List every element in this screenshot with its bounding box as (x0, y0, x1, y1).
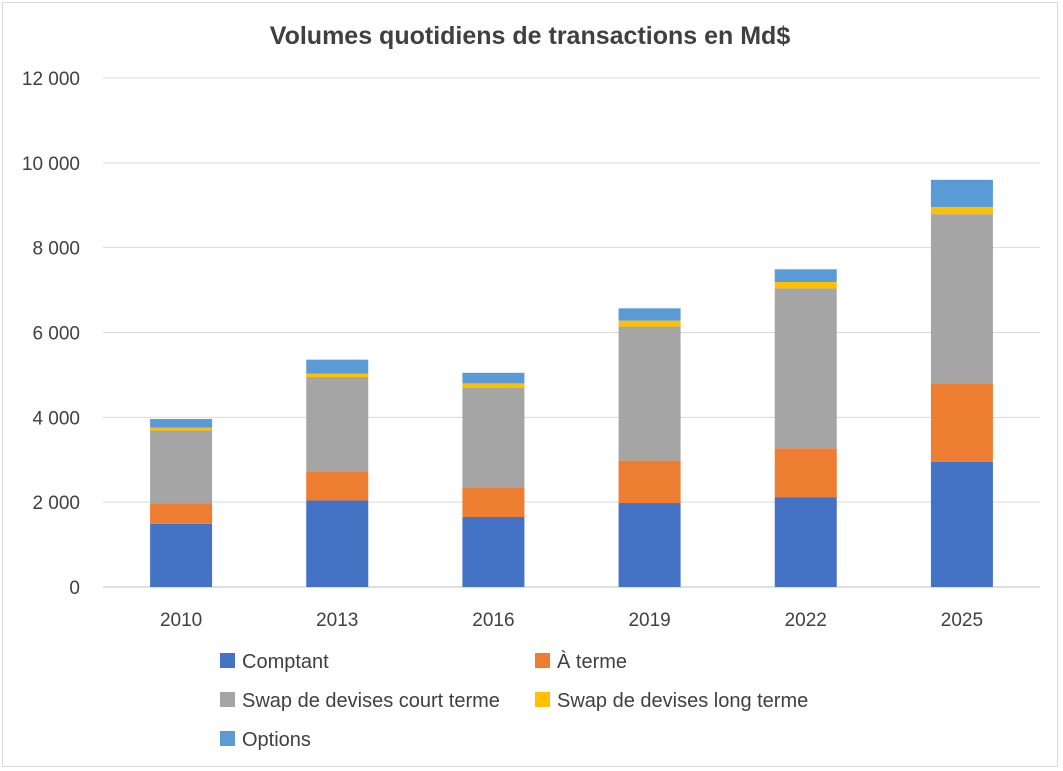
bar-segment (618, 320, 681, 327)
legend: Comptant À terme Swap de devises court ter… (220, 650, 808, 751)
bar-segment (774, 282, 837, 289)
bar-segment (930, 383, 993, 462)
bar-segment (462, 372, 525, 384)
bar-segment (462, 383, 525, 388)
bar-segment (306, 373, 369, 378)
y-tick-label: 0 (69, 578, 80, 599)
x-tick-label: 2019 (628, 610, 670, 631)
legend-swatch (220, 692, 235, 707)
x-tick-label: 2010 (160, 610, 202, 631)
legend-swatch (535, 692, 550, 707)
bar-segment (306, 500, 369, 587)
legend-swatch (220, 731, 235, 746)
y-tick-label: 10 000 (22, 154, 80, 175)
bar-segment (618, 460, 681, 504)
legend-label: Options (242, 729, 311, 751)
x-tick-label: 2025 (941, 610, 983, 631)
legend-label: Swap de devises long terme (557, 690, 808, 712)
legend-label: Swap de devises court terme (242, 690, 500, 712)
bar-segment (150, 503, 213, 524)
bar-segment (774, 269, 837, 283)
bars (150, 179, 993, 587)
gridlines (103, 77, 1040, 588)
legend-swatch (220, 653, 235, 668)
bar-segment (462, 517, 525, 587)
bar-segment (150, 419, 213, 428)
y-tick-label: 12 000 (22, 69, 80, 90)
y-axis-ticks: 0 2 000 4 000 6 000 8 000 10 000 12 000 (22, 69, 80, 599)
y-tick-label: 4 000 (32, 408, 80, 429)
bar-segment (150, 523, 213, 587)
y-tick-label: 6 000 (32, 324, 80, 345)
x-tick-label: 2016 (472, 610, 514, 631)
bar-segment (618, 503, 681, 587)
bar-segment (150, 427, 213, 431)
legend-label: Comptant (242, 651, 329, 673)
x-tick-label: 2013 (316, 610, 358, 631)
bar-segment (462, 387, 525, 488)
y-tick-label: 8 000 (32, 239, 80, 260)
bar-segment (462, 487, 525, 518)
bar-segment (150, 430, 213, 504)
bar-segment (930, 179, 993, 207)
bar-segment (306, 359, 369, 374)
chart-title: Volumes quotidiens de transactions en Md… (270, 22, 791, 50)
bar-segment (774, 448, 837, 498)
bar-segment (930, 461, 993, 587)
y-tick-label: 2 000 (32, 493, 80, 514)
bar-segment (618, 326, 681, 461)
bar-segment (306, 377, 369, 472)
bar-segment (618, 308, 681, 321)
x-axis-ticks: 2010 2013 2016 2019 2022 2025 (160, 610, 983, 631)
legend-label: À terme (557, 650, 627, 673)
legend-swatch (535, 653, 550, 668)
bar-segment (774, 497, 837, 587)
bar-segment (306, 471, 369, 501)
x-tick-label: 2022 (785, 610, 827, 631)
bar-segment (930, 206, 993, 215)
bar-segment (930, 214, 993, 384)
bar-segment (774, 288, 837, 449)
